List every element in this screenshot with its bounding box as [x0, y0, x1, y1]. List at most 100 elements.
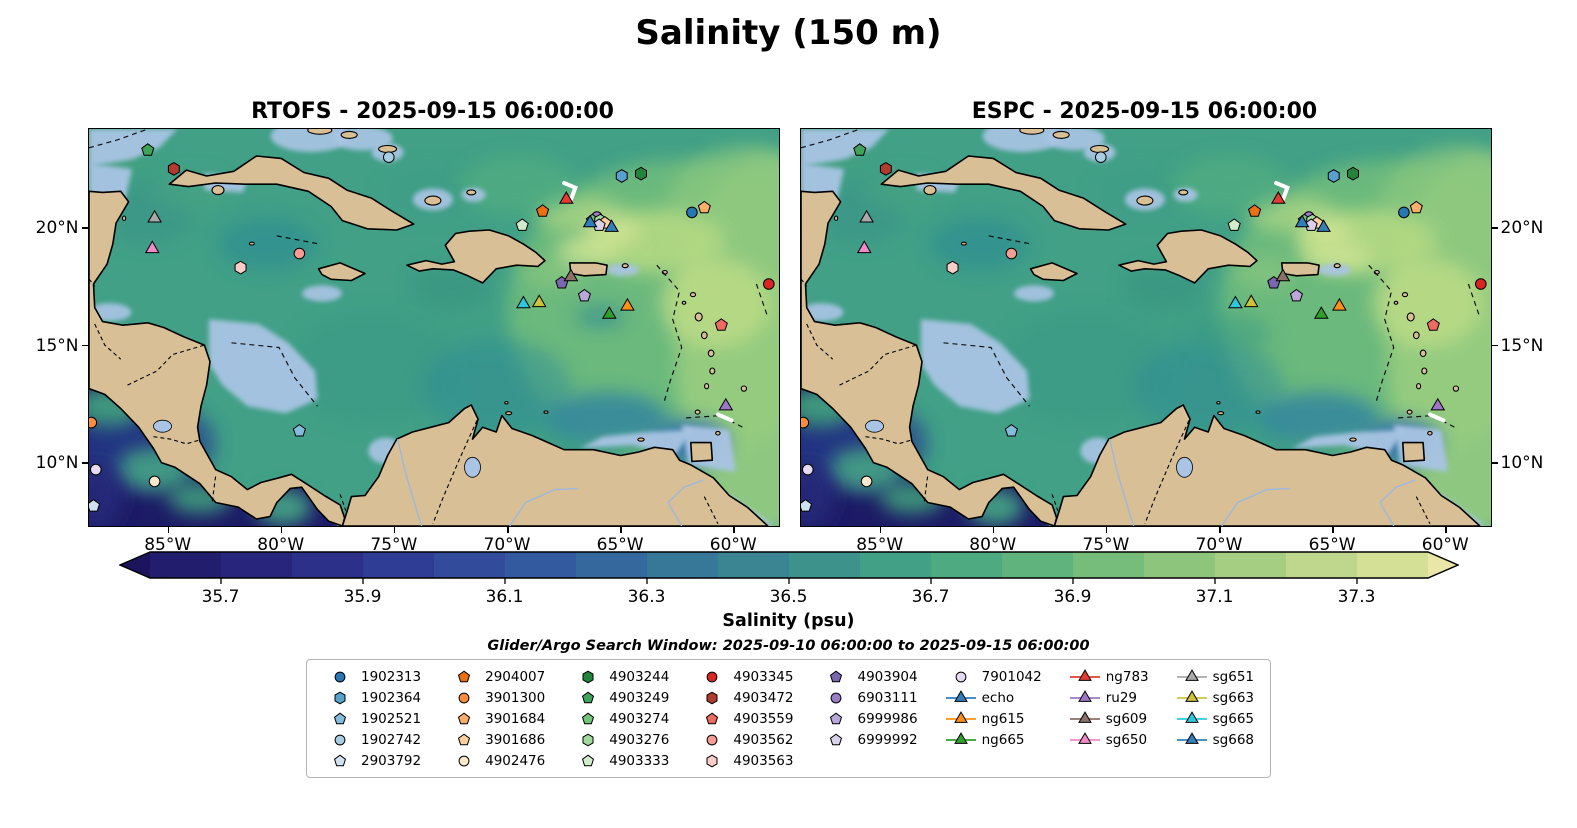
pentagon-marker-icon [571, 753, 605, 769]
x-tick-label: 80°W [257, 535, 305, 556]
legend-label: 3901684 [485, 710, 546, 727]
triangle-marker-icon [944, 710, 978, 727]
pentagon-marker-icon [695, 711, 729, 727]
pentagon-marker-icon [571, 690, 605, 706]
legend-item-7901042: 7901042 [944, 666, 1042, 687]
legend-label: ng783 [1105, 668, 1149, 685]
legend-column-4: 4903345 4903472 4903559 4903562 4903563 [695, 666, 793, 771]
x-tick-label: 75°W [370, 535, 418, 556]
legend-item-sg668: sg668 [1175, 729, 1254, 750]
panel-espc-title: ESPC - 2025-09-15 06:00:00 [971, 99, 1318, 125]
legend-item-ng665: ng665 [944, 729, 1042, 750]
legend-item-2904007: 2904007 [447, 666, 545, 687]
legend-label: 4903274 [609, 710, 670, 727]
legend-item-echo: echo [944, 687, 1042, 708]
x-tick [620, 526, 622, 534]
x-tick [507, 526, 509, 534]
panel-rtofs: RTOFS - 2025-09-15 06:00:00 85°W 80°W 75°W… [36, 99, 780, 555]
legend-label: 4903345 [733, 668, 794, 685]
legend-item-4903276: 4903276 [571, 729, 669, 750]
pentagon-marker-icon [447, 669, 481, 685]
search-window-label: Glider/Argo Search Window: 2025-09-10 06… [487, 638, 1090, 655]
legend-label: sg668 [1212, 731, 1255, 748]
legend-item-1902313: 1902313 [323, 666, 421, 687]
legend-label: 3901686 [485, 731, 546, 748]
legend-label: sg663 [1212, 689, 1255, 706]
legend-item-4903345: 4903345 [695, 666, 793, 687]
legend: 1902313 1902364 1902521 1902742 2903792 29040… [305, 659, 1272, 779]
x-tick-label: 70°W [1195, 535, 1243, 556]
y-tick-label: 10°N [1500, 452, 1544, 473]
legend-item-sg650: sg650 [1068, 729, 1149, 750]
x-tick-label: 70°W [483, 535, 531, 556]
pentagon-marker-icon [447, 732, 481, 748]
legend-column-2: 2904007 3901300 3901684 3901686 4902476 [447, 666, 545, 771]
legend-label: sg609 [1105, 710, 1148, 727]
legend-label: ng665 [981, 731, 1025, 748]
x-tick [992, 526, 995, 534]
legend-column-1: 1902313 1902364 1902521 1902742 2903792 [323, 666, 421, 771]
legend-item-1902742: 1902742 [323, 729, 421, 750]
legend-label: 1902742 [360, 731, 422, 748]
legend-column-5: 4903904 6903111 6999986 6999992 [819, 666, 918, 771]
pentagon-marker-icon [819, 732, 853, 748]
legend-label: 1902313 [360, 668, 422, 685]
y-tick-label: 15°N [1500, 335, 1544, 356]
colorbar-bar: 35.7 35.9 36.1 36.3 36.5 36.7 36.9 37.1 37.3 [117, 551, 1460, 609]
rtofs-map-canvas [88, 129, 779, 527]
x-tick [1105, 526, 1108, 534]
circle-marker-icon [944, 669, 978, 685]
legend-item-4903244: 4903244 [571, 666, 669, 687]
x-tick-label: 80°W [969, 535, 1017, 556]
y-tick-label: 20°N [1500, 218, 1544, 239]
x-tick [879, 526, 882, 534]
legend-label: 4903559 [733, 710, 794, 727]
x-tick-label: 75°W [1082, 535, 1130, 556]
circle-marker-icon [447, 753, 481, 769]
y-tick [1490, 227, 1498, 229]
legend-label: 2904007 [485, 668, 546, 685]
legend-column-3: 4903244 4903249 4903274 4903276 4903333 [571, 666, 669, 771]
x-tick [1445, 526, 1447, 534]
legend-label: sg651 [1212, 668, 1255, 685]
legend-item-1902364: 1902364 [323, 687, 421, 708]
hexagon-marker-icon [695, 753, 729, 769]
hexagon-marker-icon [571, 732, 605, 748]
y-tick [81, 462, 89, 464]
legend-item-2903792: 2903792 [323, 750, 421, 771]
x-tick [1219, 526, 1221, 534]
x-tick [280, 526, 283, 534]
panel-rtofs-title: RTOFS - 2025-09-15 06:00:00 [251, 99, 614, 125]
legend-item-3901300: 3901300 [447, 687, 545, 708]
x-tick [1332, 526, 1334, 534]
legend-label: 4903333 [609, 752, 670, 769]
colorbar-tick-label: 37.1 [1195, 587, 1234, 608]
x-tick-label: 65°W [596, 535, 644, 556]
triangle-marker-icon [1175, 668, 1209, 685]
legend-label: ru29 [1105, 689, 1138, 706]
circle-marker-icon [695, 669, 729, 685]
colorbar-tick-label: 36.5 [769, 587, 808, 608]
y-tick [81, 227, 89, 229]
legend-item-6999986: 6999986 [819, 708, 918, 729]
legend-label: 2903792 [360, 752, 422, 769]
y-tick-label: 20°N [35, 218, 79, 239]
triangle-marker-icon [944, 689, 978, 706]
legend-label: sg650 [1105, 731, 1148, 748]
hexagon-marker-icon [695, 690, 729, 706]
legend-column-8: sg651 sg663 sg665 sg668 [1175, 666, 1254, 771]
legend-column-7: ng783 ru29 sg609 sg650 [1068, 666, 1149, 771]
legend-item-1902521: 1902521 [323, 708, 421, 729]
legend-label: 4903244 [609, 668, 670, 685]
triangle-marker-icon [1068, 731, 1102, 748]
triangle-marker-icon [1068, 689, 1102, 706]
triangle-marker-icon [1068, 710, 1102, 727]
map-panels-row: RTOFS - 2025-09-15 06:00:00 85°W 80°W 75°W… [0, 99, 1577, 555]
legend-item-6903111: 6903111 [819, 687, 918, 708]
panel-espc-map: 85°W 80°W 75°W 70°W 65°W 60°W 20°N 15°N 10°N [799, 128, 1543, 555]
legend-label: 4903562 [733, 731, 794, 748]
triangle-marker-icon [1068, 668, 1102, 685]
pentagon-marker-icon [819, 711, 853, 727]
legend-label: 4903904 [857, 668, 918, 685]
legend-item-3901686: 3901686 [447, 729, 545, 750]
